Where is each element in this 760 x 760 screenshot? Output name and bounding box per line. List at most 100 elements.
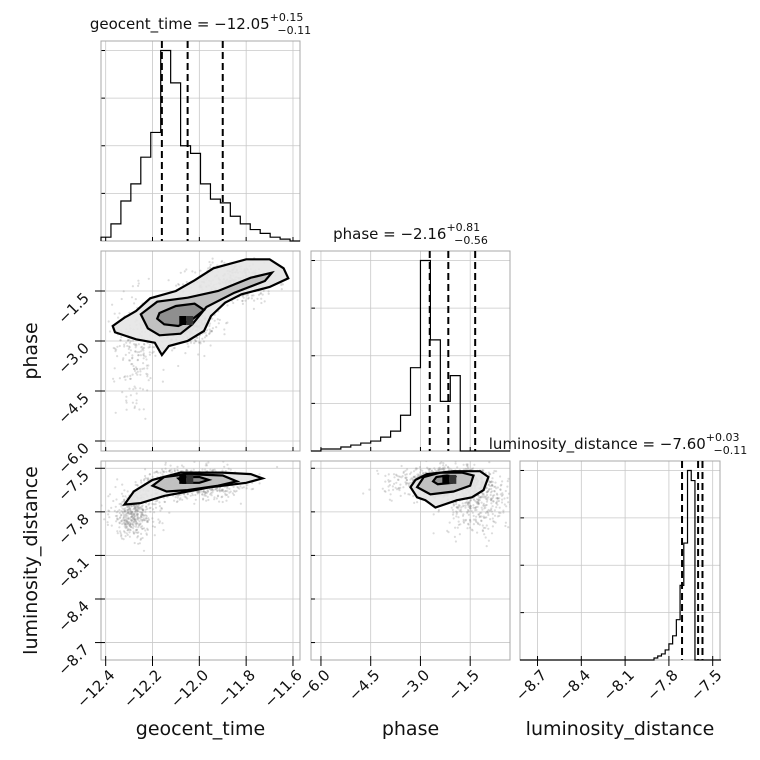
- sample-point: [437, 467, 440, 470]
- sample-point: [201, 337, 204, 340]
- sample-point: [129, 510, 132, 513]
- sample-point: [185, 268, 188, 271]
- sample-point: [131, 514, 135, 517]
- sample-point: [480, 495, 483, 498]
- sample-point: [407, 493, 410, 496]
- title-minus: −0.56: [454, 234, 488, 247]
- sample-point: [201, 493, 204, 496]
- sample-point: [120, 519, 123, 523]
- sample-point: [136, 367, 139, 370]
- sample-point: [170, 468, 173, 471]
- sample-point: [469, 507, 472, 510]
- sample-point: [209, 330, 212, 333]
- sample-point: [485, 491, 488, 494]
- sample-point: [203, 493, 206, 496]
- sample-point: [133, 520, 136, 523]
- sample-point: [134, 350, 137, 353]
- sample-point: [148, 507, 151, 510]
- sample-point: [135, 392, 138, 395]
- sample-point: [452, 517, 455, 520]
- sample-point: [146, 527, 149, 530]
- sample-point: [427, 469, 431, 472]
- sample-point: [126, 505, 129, 508]
- sample-point: [476, 502, 479, 505]
- sample-point: [138, 524, 141, 527]
- sample-point: [134, 506, 137, 509]
- sample-point: [125, 513, 128, 516]
- sample-point: [134, 298, 137, 301]
- sample-point: [476, 501, 479, 504]
- sample-point: [491, 480, 494, 484]
- sample-point: [133, 302, 136, 305]
- sample-point: [232, 485, 235, 488]
- sample-point: [124, 514, 127, 517]
- sample-point: [455, 502, 458, 506]
- sample-point: [161, 380, 164, 383]
- sample-point: [127, 517, 130, 520]
- sample-point: [489, 493, 492, 497]
- sample-point: [147, 277, 150, 280]
- sample-point: [475, 505, 478, 509]
- sample-point: [134, 346, 137, 349]
- sample-point: [481, 508, 484, 511]
- sample-point: [138, 542, 141, 545]
- sample-point: [129, 349, 132, 352]
- y-tick-label: −8.4: [54, 597, 92, 635]
- sample-point: [123, 345, 126, 348]
- sample-point: [226, 490, 229, 493]
- sample-point: [195, 490, 198, 493]
- sample-point: [216, 489, 219, 492]
- sample-point: [229, 490, 232, 493]
- sample-point: [115, 348, 118, 351]
- sample-point: [134, 483, 137, 486]
- sample-point: [252, 307, 255, 310]
- sample-point: [120, 513, 123, 517]
- sample-point: [204, 491, 207, 494]
- sample-point: [142, 354, 146, 357]
- sample-point: [467, 522, 470, 525]
- sample-point: [477, 500, 480, 503]
- sample-point: [210, 488, 213, 491]
- sample-point: [144, 510, 147, 514]
- sample-point: [474, 500, 477, 503]
- sample-point: [120, 535, 123, 538]
- sample-point: [134, 531, 137, 534]
- sample-point: [419, 471, 422, 474]
- sample-point: [472, 498, 476, 502]
- sample-point: [208, 322, 212, 325]
- sample-point: [130, 526, 133, 529]
- sample-point: [107, 509, 110, 512]
- sample-point: [489, 472, 492, 476]
- sample-point: [106, 523, 109, 527]
- sample-point: [417, 473, 421, 476]
- sample-point: [446, 465, 450, 468]
- sample-point: [411, 477, 414, 480]
- sample-point: [387, 479, 390, 482]
- sample-point: [178, 498, 181, 501]
- sample-point: [131, 356, 134, 359]
- sample-point: [135, 399, 138, 402]
- sample-point: [129, 523, 132, 526]
- sample-point: [175, 284, 178, 287]
- sample-point: [412, 478, 415, 481]
- sample-point: [117, 518, 120, 521]
- x-axis-label-luminosity_distance: luminosity_distance: [526, 718, 715, 740]
- title-plus: +0.81: [446, 221, 480, 234]
- sample-point: [136, 359, 139, 362]
- sample-point: [430, 469, 434, 472]
- sample-point: [502, 511, 505, 514]
- sample-point: [496, 497, 499, 500]
- sample-point: [110, 524, 113, 527]
- sample-point: [377, 472, 380, 475]
- sample-point: [447, 466, 450, 469]
- sample-point: [144, 508, 147, 511]
- sample-point: [281, 283, 284, 286]
- sample-point: [493, 489, 496, 493]
- sample-point: [185, 469, 188, 472]
- sample-point: [410, 471, 413, 474]
- sample-point: [475, 515, 478, 518]
- sample-point: [131, 511, 134, 514]
- sample-point: [225, 493, 229, 496]
- sample-point: [134, 350, 137, 353]
- sample-point: [205, 329, 209, 332]
